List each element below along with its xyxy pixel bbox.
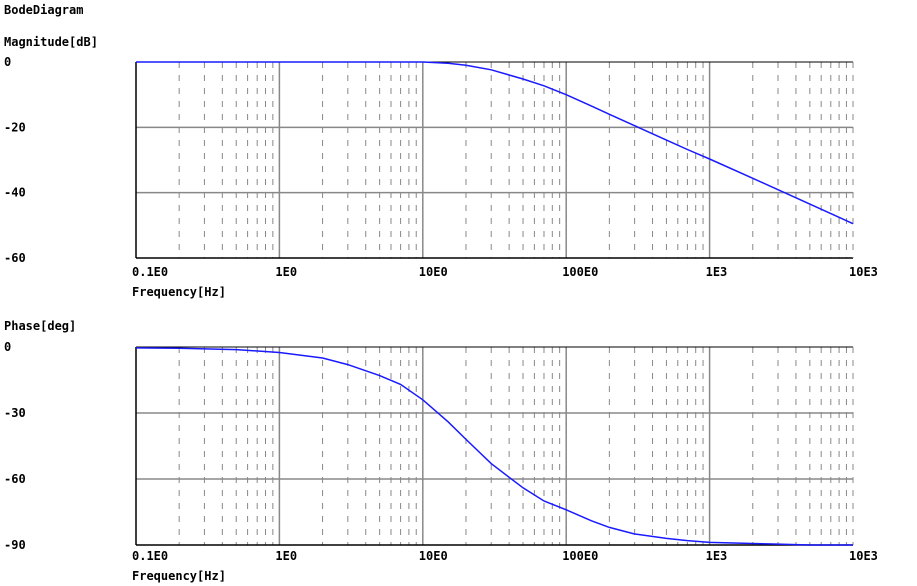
y-tick-label: 0 <box>4 340 11 354</box>
x-tick-label: 1E3 <box>706 265 728 279</box>
magnitude-xlabel: Frequency[Hz] <box>132 285 226 299</box>
x-tick-label: 10E3 <box>849 265 878 279</box>
magnitude-grid <box>135 61 854 259</box>
x-tick-label: 100E0 <box>562 549 598 563</box>
x-tick-label: 10E3 <box>849 549 878 563</box>
phase-xlabel: Frequency[Hz] <box>132 569 226 583</box>
y-tick-label: -90 <box>4 538 26 552</box>
x-tick-label: 10E0 <box>419 549 448 563</box>
x-tick-label: 0.1E0 <box>132 549 168 563</box>
phase-grid <box>135 346 854 546</box>
phase-panel: Phase[deg] 0 -30 -60 -90 0.1E0 1E0 10E0 100E0 1… <box>4 319 878 583</box>
y-tick-label: -30 <box>4 406 26 420</box>
magnitude-curve <box>136 61 854 225</box>
magnitude-ylabel: Magnitude[dB] <box>4 35 98 49</box>
magnitude-y-ticks: 0 -20 -40 -60 <box>4 55 26 265</box>
phase-curve <box>135 347 853 546</box>
x-tick-label: 0.1E0 <box>132 265 168 279</box>
x-tick-label: 100E0 <box>562 265 598 279</box>
phase-y-ticks: 0 -30 -60 -90 <box>4 340 26 552</box>
y-tick-label: -60 <box>4 472 26 486</box>
x-tick-label: 1E0 <box>275 549 297 563</box>
x-tick-label: 10E0 <box>419 265 448 279</box>
x-tick-label: 1E3 <box>706 549 728 563</box>
y-tick-label: -40 <box>4 186 26 200</box>
y-tick-label: -20 <box>4 120 26 134</box>
y-tick-label: 0 <box>4 55 11 69</box>
magnitude-x-ticks: 0.1E0 1E0 10E0 100E0 1E3 10E3 <box>132 265 878 279</box>
magnitude-panel: Magnitude[dB] 0 -20 -40 -60 0.1E0 1E0 10E0 100… <box>4 35 878 299</box>
chart-title: BodeDiagram <box>4 3 83 17</box>
y-tick-label: -60 <box>4 251 26 265</box>
phase-x-ticks: 0.1E0 1E0 10E0 100E0 1E3 10E3 <box>132 549 878 563</box>
x-tick-label: 1E0 <box>275 265 297 279</box>
phase-ylabel: Phase[deg] <box>4 319 76 333</box>
